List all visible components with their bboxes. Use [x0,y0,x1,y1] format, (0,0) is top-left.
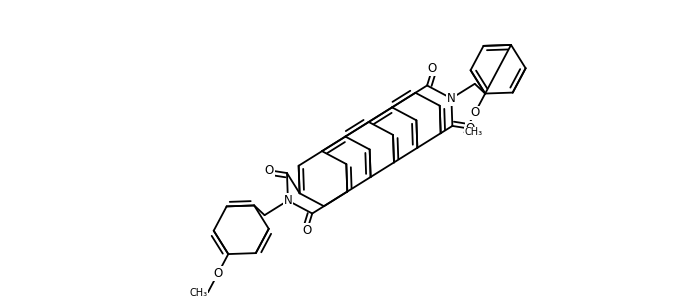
Text: O: O [265,164,274,177]
Text: O: O [466,122,475,135]
Text: N: N [447,92,456,105]
Text: CH₃: CH₃ [190,288,208,298]
Text: CH₃: CH₃ [465,128,482,137]
Text: O: O [302,224,312,238]
Text: O: O [470,106,480,119]
Text: O: O [214,267,223,280]
Text: N: N [284,194,293,207]
Text: O: O [428,62,437,74]
